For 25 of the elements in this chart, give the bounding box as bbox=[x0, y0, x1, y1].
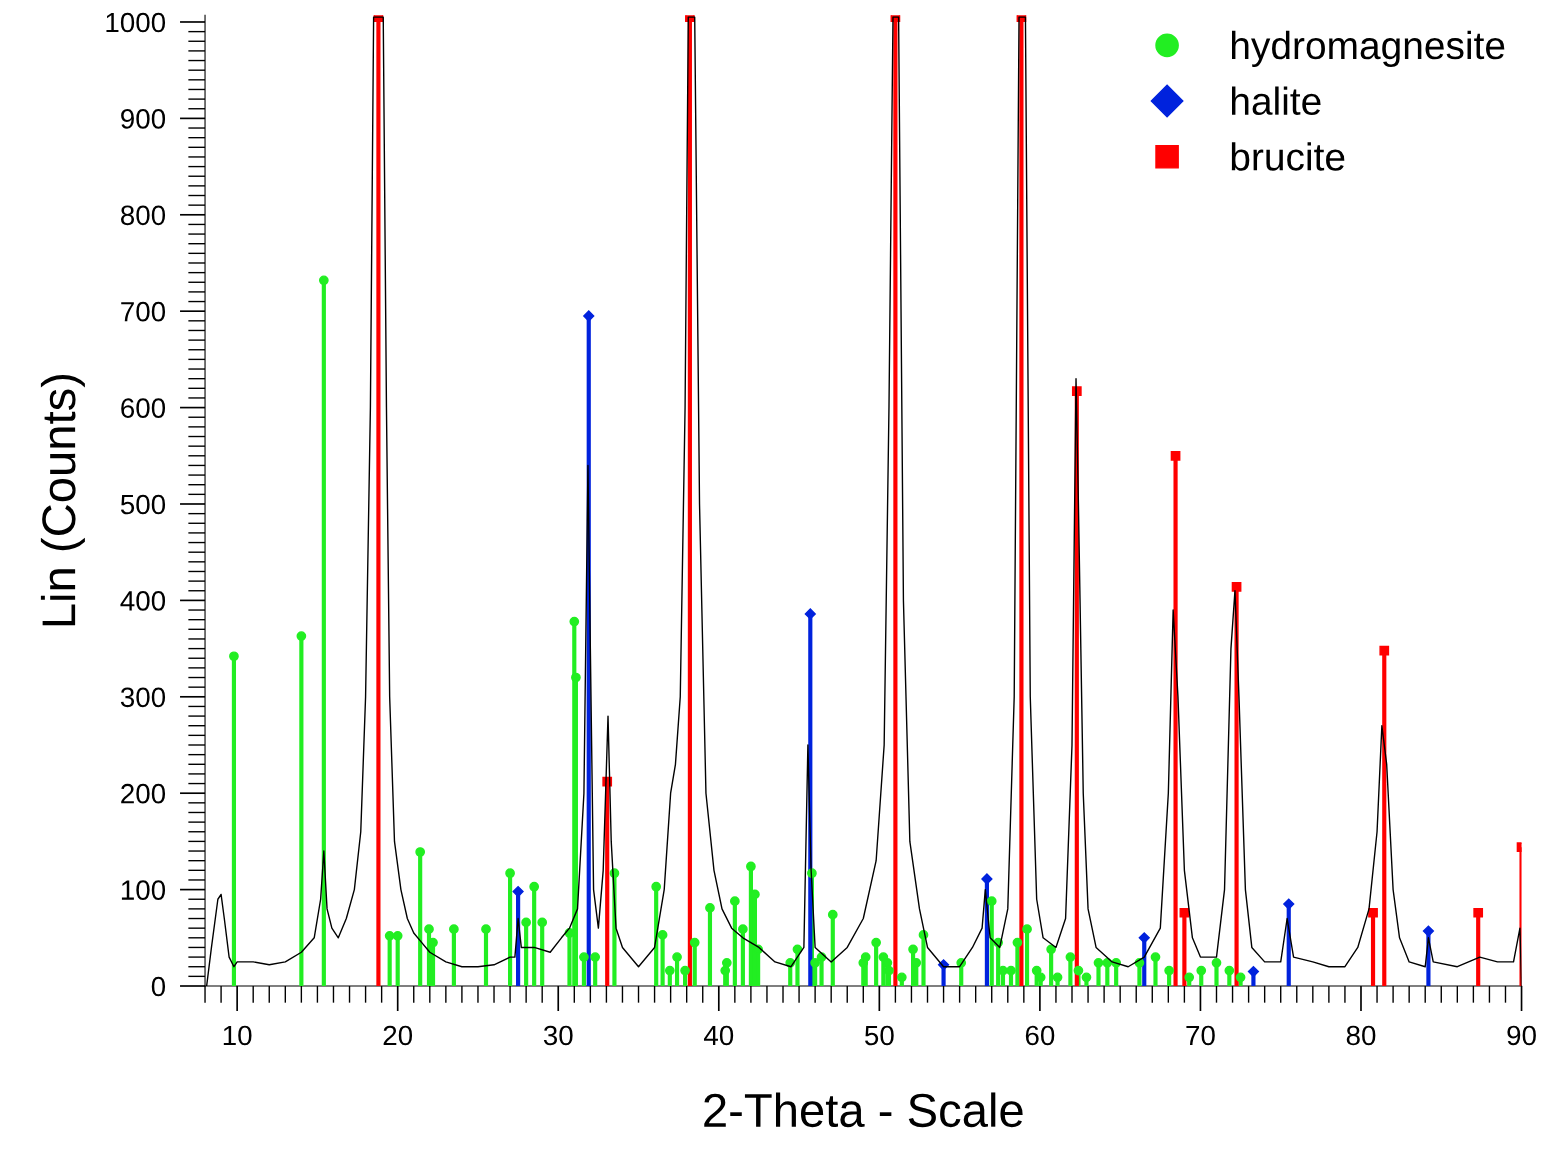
y-tick-label: 700 bbox=[121, 301, 166, 322]
x-tick-label: 90 bbox=[1507, 1025, 1536, 1046]
x-tick-label: 10 bbox=[223, 1025, 252, 1046]
y-tick-label: 900 bbox=[121, 109, 166, 129]
x-tick-label: 40 bbox=[703, 1025, 734, 1046]
legend-label: halite bbox=[1232, 86, 1321, 116]
y-tick-label: 600 bbox=[121, 398, 166, 418]
x-tick-label: 30 bbox=[543, 1025, 573, 1046]
y-tick-label: 200 bbox=[121, 783, 166, 804]
y-tick-label: 1000 bbox=[106, 12, 166, 33]
y-tick-label: 500 bbox=[120, 494, 166, 515]
y-tick-label: 100 bbox=[121, 880, 166, 900]
x-tick-label: 20 bbox=[383, 1025, 413, 1046]
x-tick-label: 60 bbox=[1025, 1025, 1055, 1046]
x-tick-label: 70 bbox=[1186, 1025, 1215, 1046]
y-tick-label: 400 bbox=[120, 591, 166, 611]
legend-label: brucite bbox=[1231, 142, 1345, 171]
x-axis-title: 2-Theta - Scale bbox=[704, 1092, 1023, 1128]
x-tick-label: 80 bbox=[1346, 1025, 1376, 1046]
y-tick-label: 800 bbox=[121, 205, 166, 226]
legend-label: hydromagnesite bbox=[1232, 30, 1505, 68]
y-tick-label: 0 bbox=[151, 976, 166, 997]
y-axis-title: Lin (Counts) bbox=[40, 374, 85, 626]
x-tick-label: 50 bbox=[865, 1025, 894, 1046]
y-tick-label: 300 bbox=[120, 687, 166, 708]
